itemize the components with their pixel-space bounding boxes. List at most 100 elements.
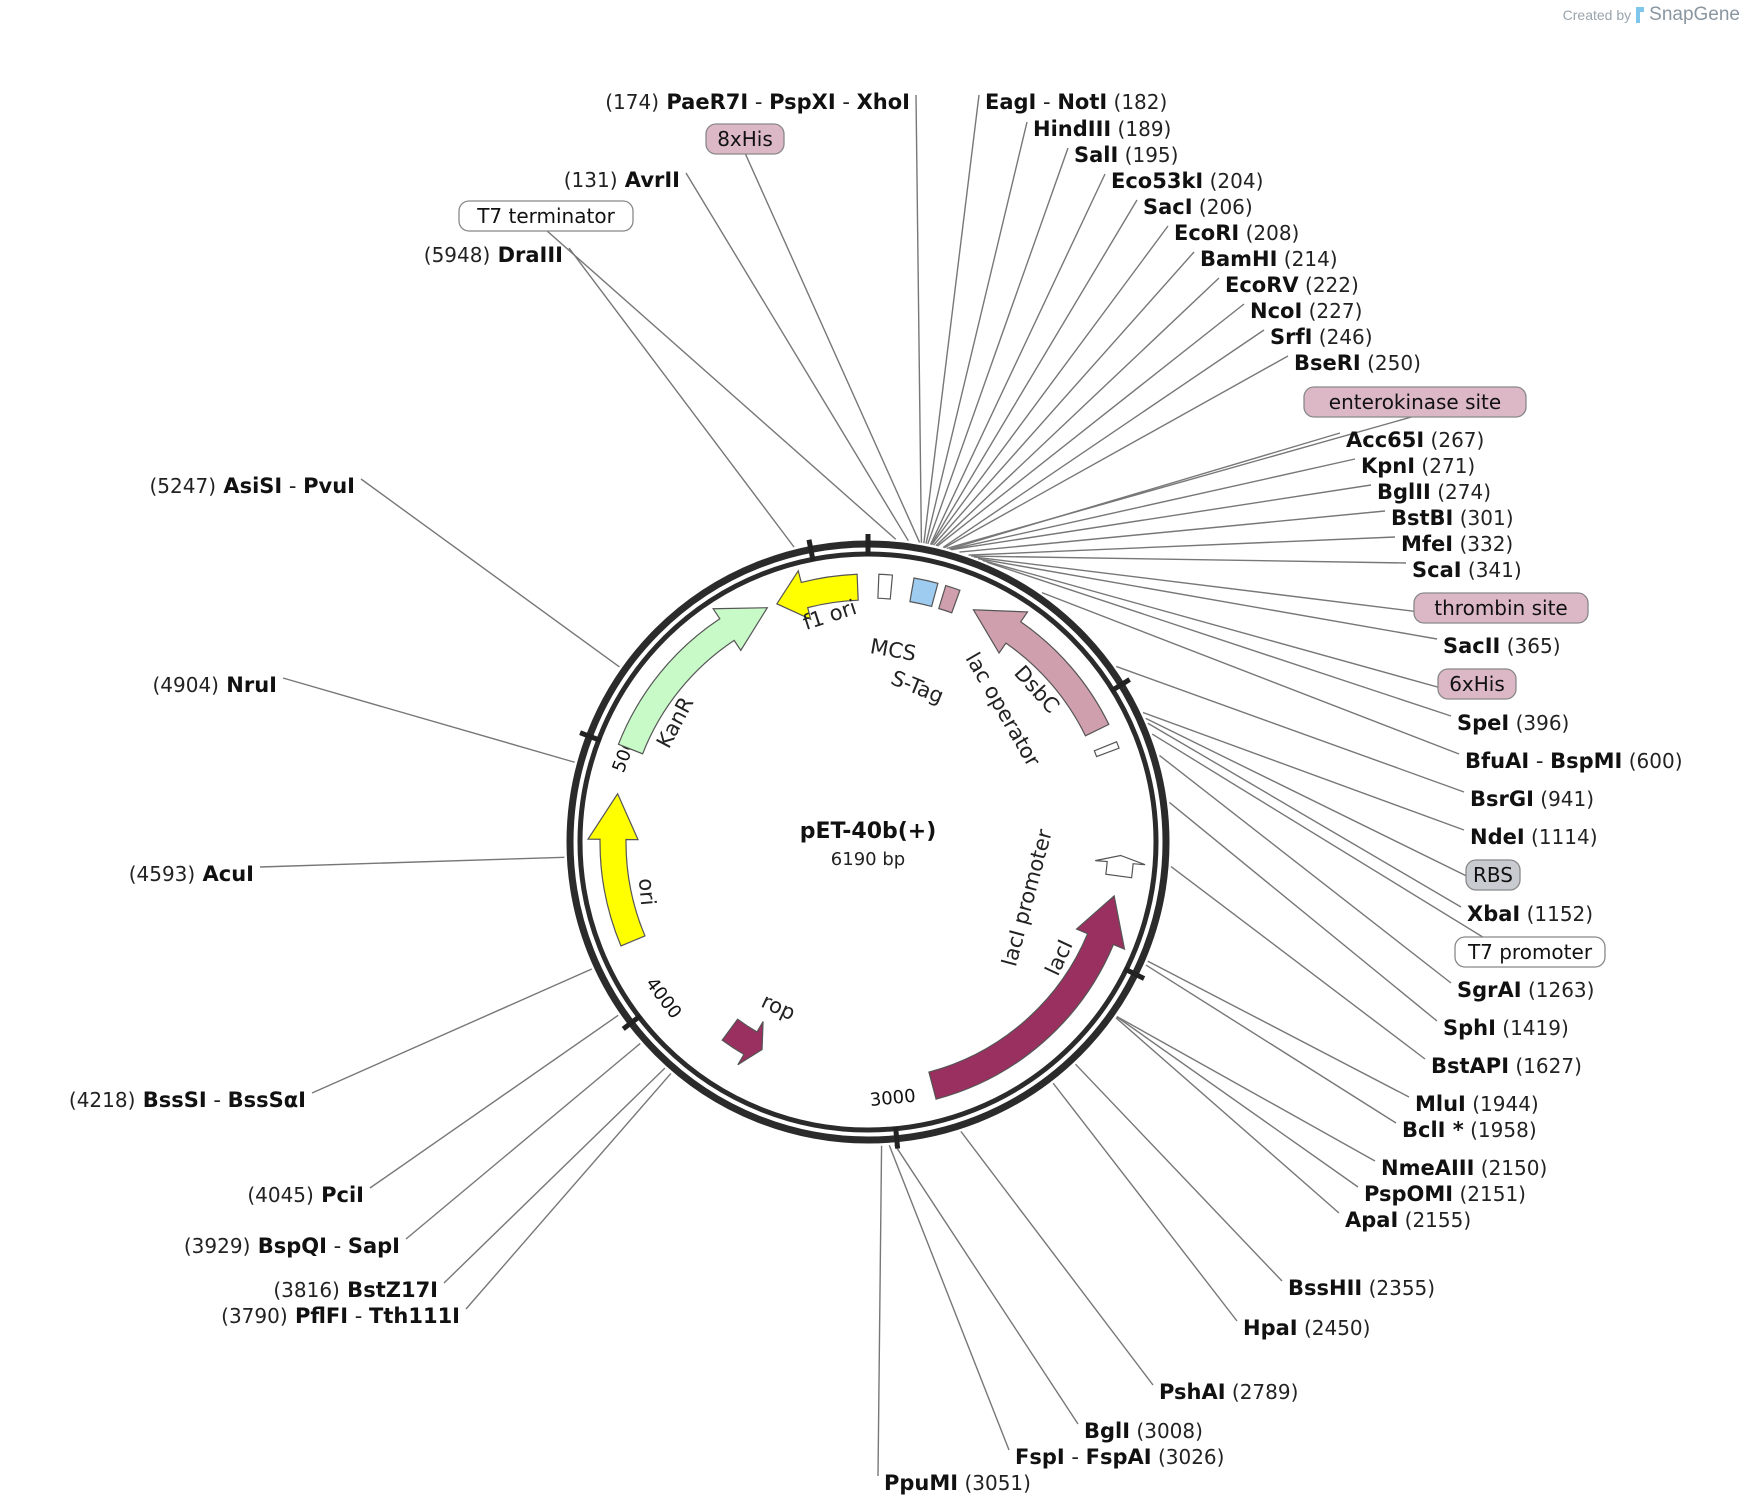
site-hindiii[interactable]: HindIII (189) [1033,117,1171,141]
site-acc65i[interactable]: Acc65I (267) [1346,428,1484,452]
site-sali[interactable]: SalI (195) [1074,143,1178,167]
enzyme-name: SacII [1443,634,1500,658]
site-ecorv[interactable]: EcoRV (222) [1225,273,1359,297]
feature-tag-entero[interactable]: enterokinase site [1303,386,1527,418]
site-acui[interactable]: (4593) AcuI [129,862,254,886]
enzyme-name: BclI * [1402,1118,1464,1142]
feature-t7box-shape[interactable] [877,573,894,600]
site-sacii[interactable]: SacII (365) [1443,634,1561,658]
leader-line-ncoi [936,303,1245,547]
site-nrui[interactable]: (4904) NruI [152,673,277,697]
leader-line-bamhi [932,251,1195,546]
site-bstbi[interactable]: BstBI (301) [1391,506,1514,530]
site-spei[interactable]: SpeI (396) [1457,711,1569,735]
site-pspomi[interactable]: PspOMI (2151) [1364,1182,1526,1206]
feature-ori-shape[interactable] [586,792,646,947]
site-ncoi[interactable]: NcoI (227) [1250,299,1362,323]
feature-kanr-shape[interactable] [617,607,769,755]
site-bseri[interactable]: BseRI (250) [1294,351,1421,375]
site-ppumi[interactable]: PpuMI (3051) [884,1471,1031,1495]
feature-tag-t7term[interactable]: T7 terminator [458,200,634,232]
enzyme-name: FspI [1015,1445,1065,1469]
site-saci[interactable]: SacI (206) [1143,195,1253,219]
enzyme-name: EcoRI [1174,221,1239,245]
site-mfei[interactable]: MfeI (332) [1401,532,1513,556]
leader-line-bcli [1145,964,1397,1124]
site-srfi[interactable]: SrfI (246) [1270,325,1373,349]
site-position: (1419) [1496,1016,1569,1040]
site-pcii[interactable]: (4045) PciI [247,1183,364,1207]
site-label: NdeI (1114) [1470,825,1598,849]
site-bsssi[interactable]: (4218) BssSI - BssSαI [69,1088,306,1112]
feature-laci-shape[interactable] [928,894,1126,1100]
site-nmeaiii[interactable]: NmeAIII (2150) [1381,1156,1547,1180]
site-noti[interactable]: EagI - NotI (182) [985,90,1167,114]
feature-stag-shape[interactable] [938,584,961,614]
enzyme-name: EcoRV [1225,273,1299,297]
site-bstapi[interactable]: BstAPI (1627) [1431,1054,1582,1078]
site-bstz17i[interactable]: (3816) BstZ17I [273,1278,438,1302]
site-pshai[interactable]: PshAI (2789) [1159,1380,1298,1404]
site-position: (1958) [1464,1118,1537,1142]
site-position: (2355) [1362,1276,1435,1300]
site-draiii[interactable]: (5948) DraIII [424,243,563,267]
feature-tag-rbs[interactable]: RBS [1465,859,1521,891]
feature-mcs-shape[interactable] [909,577,939,608]
site-kpni[interactable]: KpnI (271) [1361,454,1475,478]
feature-f1ori-shape[interactable] [775,569,859,621]
site-eco53ki[interactable]: Eco53kI (204) [1111,169,1263,193]
site-sgrai[interactable]: SgrAI (1263) [1457,978,1594,1002]
enzyme-name: PaeR7I [659,90,748,114]
site-hpai[interactable]: HpaI (2450) [1243,1316,1370,1340]
leader-line-pflfi [465,1072,672,1310]
feature-tag-8xhis[interactable]: 8xHis [705,123,785,155]
site-scai[interactable]: ScaI (341) [1412,558,1522,582]
site-bspqi[interactable]: (3929) BspQI - SapI [184,1234,400,1258]
enzyme-name: Tth111I [369,1304,460,1328]
feature-stag-label: S-Tag [888,666,948,709]
site-bsrgi[interactable]: BsrGI (941) [1470,787,1594,811]
site-bglii[interactable]: BglII (274) [1377,480,1491,504]
site-label: (4904) NruI [152,673,277,697]
site-bcli[interactable]: BclI * (1958) [1402,1118,1537,1142]
feature-tag-box [1303,386,1527,418]
site-pflfi[interactable]: (3790) PflFI - Tth111I [221,1304,460,1328]
leader-line-bfuai [1041,592,1460,755]
feature-lacop-shape[interactable] [1093,741,1120,758]
site-ecori[interactable]: EcoRI (208) [1174,221,1299,245]
site-label: BamHI (214) [1200,247,1338,271]
feature-tag-box [458,200,634,232]
site-position: (341) [1462,558,1522,582]
site-xbai[interactable]: XbaI (1152) [1467,902,1593,926]
site-label: PshAI (2789) [1159,1380,1298,1404]
feature-tag-6xhis[interactable]: 6xHis [1437,668,1517,700]
site-label: SacI (206) [1143,195,1253,219]
site-asisi[interactable]: (5247) AsiSI - PvuI [150,474,356,498]
feature-laciprom-shape[interactable] [1095,854,1146,879]
leader-line-acui [259,856,565,868]
site-avrii[interactable]: (131) AvrII [564,168,680,192]
site-fspi[interactable]: FspI - FspAI (3026) [1015,1445,1224,1469]
leader-line-bglii [951,484,1372,551]
enzyme-name: BfuAI [1465,749,1529,773]
site-mlui[interactable]: MluI (1944) [1415,1092,1539,1116]
leader-line-bsshii [1074,1063,1283,1282]
site-bgli[interactable]: BglI (3008) [1084,1419,1203,1443]
enzyme-name: SpeI [1457,711,1509,735]
site-bsshii[interactable]: BssHII (2355) [1288,1276,1435,1300]
enzyme-name: BamHI [1200,247,1277,271]
site-position: (182) [1107,90,1167,114]
feature-tag-thrombin[interactable]: thrombin site [1413,592,1589,624]
site-sphi[interactable]: SphI (1419) [1443,1016,1569,1040]
feature-rop-shape[interactable] [721,1018,764,1066]
site-ndei[interactable]: NdeI (1114) [1470,825,1598,849]
site-xhoi[interactable]: (174) PaeR7I - PspXI - XhoI [605,90,910,114]
tick-mark [893,1126,901,1149]
site-apai[interactable]: ApaI (2155) [1345,1208,1471,1232]
feature-dsbc-shape[interactable] [972,609,1110,737]
feature-tag-box [1437,668,1517,700]
site-bamhi[interactable]: BamHI (214) [1200,247,1338,271]
feature-tag-t7prom[interactable]: T7 promoter [1454,936,1606,968]
site-bfuai[interactable]: BfuAI - BspMI (600) [1465,749,1683,773]
